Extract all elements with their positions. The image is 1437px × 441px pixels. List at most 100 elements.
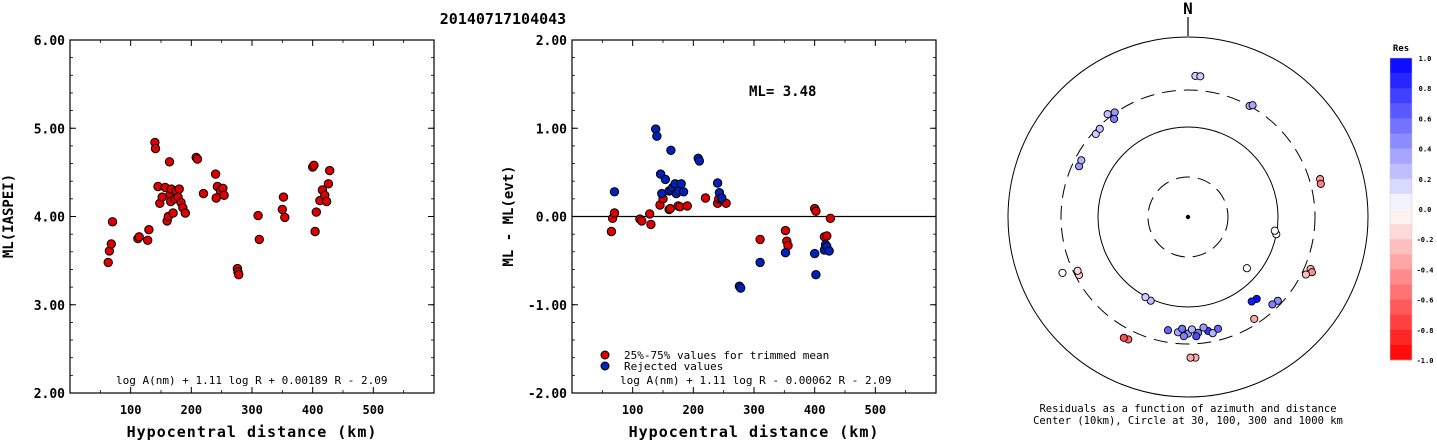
plot1-xlabel: Hypocentral distance (km) — [127, 423, 378, 441]
plot2-formula: log A(nm) + 1.11 log R - 0.00062 R - 2.0… — [620, 374, 892, 387]
y-tick-label: 3.00 — [34, 299, 65, 314]
x-tick-label: 500 — [362, 403, 384, 417]
data-point-series-0 — [278, 192, 289, 202]
colorbar-cell — [1390, 329, 1412, 346]
colorbar-cell — [1390, 314, 1412, 331]
x-tick-label: 300 — [241, 403, 263, 417]
polar-point — [1250, 314, 1259, 323]
data-point-series-1 — [712, 178, 723, 188]
data-point-series-0 — [103, 257, 113, 268]
colorbar-tick-label: 0.2 — [1419, 176, 1432, 184]
polar-point — [1196, 72, 1205, 81]
north-label: N — [1183, 0, 1193, 18]
polar-points — [1058, 71, 1325, 362]
data-point-series-0 — [822, 231, 832, 241]
distance-rings — [1007, 36, 1369, 398]
polar-point — [1247, 297, 1256, 306]
colorbar-outline — [1389, 57, 1413, 361]
data-point-series-0 — [143, 235, 153, 246]
polar-point — [1242, 264, 1251, 273]
colorbar-tick-label: -0.8 — [1417, 327, 1434, 335]
data-point-series-0 — [700, 193, 711, 203]
data-point-series-1 — [811, 270, 821, 280]
data-point-series-1 — [810, 248, 820, 259]
colorbar-cell — [1390, 209, 1412, 225]
data-point-series-0 — [164, 157, 175, 167]
polar-point — [1179, 332, 1188, 341]
x-tick-label: 400 — [302, 403, 324, 417]
data-point-series-1 — [609, 187, 620, 197]
plot1-y-ticks: 2.00 3.00 4.00 5.00 6.00 — [34, 34, 434, 402]
data-point-series-0 — [825, 213, 836, 224]
polar-point — [1073, 266, 1082, 275]
colorbar-tick-label: 0.0 — [1419, 206, 1432, 214]
data-point-series-1 — [736, 283, 746, 293]
polar-point — [1141, 293, 1150, 302]
data-point-series-0 — [309, 160, 319, 171]
colorbar-cell — [1390, 178, 1412, 195]
data-point-series-0 — [150, 143, 161, 154]
data-point-series-0 — [157, 192, 167, 202]
data-point-series-1 — [678, 187, 689, 197]
colorbar-cell — [1390, 224, 1412, 240]
polar-point — [1199, 323, 1208, 332]
polar-point — [1178, 324, 1187, 333]
data-point-series-0 — [253, 210, 263, 221]
legend-marker-rejected — [600, 361, 610, 371]
plot1-ylabel: ML(IASPEI) — [1, 174, 17, 258]
polar-point — [1208, 329, 1217, 338]
colorbar-cell — [1390, 118, 1412, 134]
colorbar-cell — [1390, 73, 1412, 89]
data-point-series-0 — [174, 184, 184, 194]
colorbar-cell — [1390, 299, 1412, 315]
y-tick-label: 5.00 — [34, 122, 65, 137]
epicenter-dot — [1185, 214, 1191, 220]
data-point-series-0 — [277, 204, 287, 215]
residual-vs-distance-plot: -2.00 -1.00 0.00 1.00 2.00 100 200 300 400 500 M… — [501, 34, 937, 441]
polar-point — [1095, 124, 1104, 133]
y-tick-label: 4.00 — [34, 211, 65, 226]
colorbar-cells — [1389, 57, 1413, 361]
data-point-series-0 — [645, 209, 655, 219]
data-point-series-1 — [666, 145, 676, 156]
polar-point — [1270, 226, 1279, 235]
data-point-series-1 — [676, 179, 686, 189]
polar-caption-line2: Center (10km), Circle at 30, 100, 300 an… — [1033, 415, 1343, 427]
x-tick-label: 200 — [180, 403, 202, 417]
polar-point — [1058, 268, 1067, 277]
colorbar-cell — [1390, 103, 1412, 119]
colorbar-cell — [1390, 239, 1412, 255]
colorbar-ticks: 1.0 0.8 0.6 0.4 0.2 0.0 -0.2 -0.4 -0.6 -0.8 -1.0 — [1417, 55, 1434, 365]
colorbar-tick-label: -0.4 — [1417, 266, 1434, 274]
polar-point — [1248, 101, 1257, 110]
ring-300km — [1060, 89, 1316, 345]
colorbar-tick-label: -0.6 — [1417, 297, 1434, 305]
data-point-series-1 — [652, 131, 662, 141]
x-tick-label: 200 — [682, 403, 704, 417]
data-point-series-0 — [234, 270, 244, 280]
data-point-series-0 — [168, 208, 178, 218]
data-point-series-0 — [180, 208, 191, 218]
plot1-formula: log A(nm) + 1.11 log R + 0.00189 R - 2.0… — [116, 374, 388, 387]
data-point-series-0 — [210, 169, 221, 179]
polar-point — [1103, 110, 1112, 119]
x-tick-label: 100 — [622, 403, 644, 417]
colorbar-title: Res — [1393, 44, 1409, 54]
data-point-series-0 — [107, 217, 118, 227]
plot2-points — [606, 124, 836, 293]
data-point-series-0 — [637, 216, 647, 226]
plot2-annotation: ML= 3.48 — [749, 84, 816, 100]
data-point-series-0 — [606, 226, 617, 237]
plot2-ylabel: ML - ML(evt) — [501, 165, 517, 266]
data-point-series-0 — [682, 201, 692, 211]
legend-label-trimmed: 25%-75% values for trimmed mean — [624, 349, 829, 362]
plot1-x-ticks: 100 200 300 400 500 — [99, 40, 405, 417]
ring-1000km — [1007, 36, 1369, 398]
plot1-points — [103, 137, 335, 280]
polar-point — [1213, 324, 1223, 333]
residual-colorbar: Res 1.0 0.8 0.6 0.4 0.2 0.0 -0.2 -0.4 -0.6 -0.8 -1… — [1389, 44, 1434, 365]
data-point-series-0 — [665, 203, 675, 214]
plot1-frame — [69, 39, 435, 394]
y-tick-label: 2.00 — [34, 387, 65, 402]
data-point-series-0 — [310, 226, 320, 237]
